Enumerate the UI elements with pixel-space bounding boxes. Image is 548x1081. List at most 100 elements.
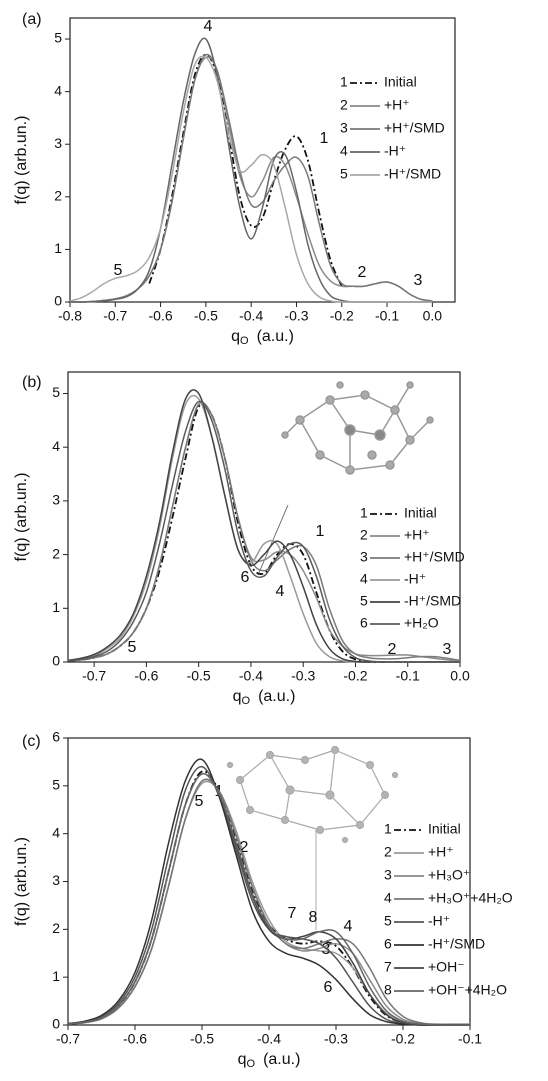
x-tick-label: 0.0 [450, 668, 470, 684]
y-axis-label: f(q) (arb.un.) [13, 837, 30, 926]
legend-number: 3 [384, 867, 392, 883]
legend-label: +H⁺/SMD [384, 120, 445, 136]
legend-number: 5 [384, 913, 392, 929]
x-tick-label: -0.2 [330, 308, 354, 324]
x-tick-label: -0.5 [190, 1031, 214, 1047]
x-axis-label-symbol: q [238, 1051, 247, 1068]
y-tick-label: 1 [52, 968, 60, 984]
curve-label: 3 [414, 272, 423, 289]
x-tick-label: -0.7 [82, 668, 106, 684]
legend-label: +OH⁻ [428, 959, 465, 975]
legend-label: -H⁺/SMD [428, 936, 485, 952]
legend-label: +H⁺ [384, 97, 410, 113]
y-tick-label: 2 [52, 920, 60, 936]
series-line [67, 772, 470, 1026]
curve-label: 2 [388, 641, 397, 658]
legend-label: -H⁺ [384, 143, 406, 159]
x-tick-label: 0.0 [423, 308, 443, 324]
curve-label: 1 [316, 523, 325, 540]
y-tick-label: 3 [54, 135, 62, 151]
x-axis-label-unit: (a.u.) [257, 328, 294, 345]
y-tick-label: 2 [52, 545, 60, 561]
series-line [67, 778, 471, 1026]
legend-label: +H⁺ [428, 844, 454, 860]
legend-label: -H⁺/SMD [404, 593, 461, 609]
legend-number: 6 [360, 615, 368, 631]
plot-frame [67, 371, 461, 663]
legend-label: +H₂O [404, 615, 439, 631]
y-tick-label: 5 [52, 777, 60, 793]
legend-number: 4 [360, 571, 368, 587]
legend-number: 5 [360, 593, 368, 609]
curve-label: 3 [322, 941, 331, 958]
y-tick-label: 0 [52, 653, 60, 669]
series-line [67, 400, 460, 663]
x-axis-label: qO (a.u.) [233, 688, 296, 707]
legend-number: 2 [384, 844, 392, 860]
y-tick-label: 4 [52, 824, 60, 840]
curve-label: 6 [241, 569, 250, 586]
x-tick-label: -0.6 [123, 1031, 147, 1047]
legend-number: 8 [384, 982, 392, 998]
x-axis-label-symbol: q [231, 328, 240, 345]
x-tick-label: -0.4 [239, 308, 263, 324]
x-tick-label: -0.5 [187, 668, 211, 684]
x-tick-label: -0.1 [458, 1031, 482, 1047]
legend-number: 3 [360, 549, 368, 565]
y-tick-label: 5 [52, 384, 60, 400]
y-tick-label: 4 [54, 82, 62, 98]
curve-label: 4 [276, 583, 285, 600]
x-tick-label: -0.2 [391, 1031, 415, 1047]
x-tick-label: -0.3 [324, 1031, 348, 1047]
legend-number: 4 [384, 890, 392, 906]
x-axis-label-subscript: O [242, 695, 251, 707]
x-tick-label: -0.8 [58, 308, 82, 324]
legend-label: Initial [428, 821, 461, 837]
y-tick-label: 2 [54, 188, 62, 204]
plot-frame [69, 17, 456, 303]
curve-label: 5 [114, 262, 123, 279]
curve-label: 5 [195, 793, 204, 810]
series-line [67, 401, 461, 662]
x-tick-label: -0.1 [375, 308, 399, 324]
legend-label: +H₃O⁺+4H₂O [428, 890, 513, 906]
curve-label: 7 [288, 905, 297, 922]
y-tick-label: 0 [52, 1016, 60, 1032]
x-axis-label-symbol: q [233, 688, 242, 705]
x-tick-label: -0.4 [257, 1031, 281, 1047]
x-tick-label: -0.3 [291, 668, 315, 684]
legend-label: +OH⁻+4H₂O [428, 982, 507, 998]
y-tick-label: 1 [52, 599, 60, 615]
series-line [69, 55, 433, 303]
y-axis-label: f(q) (arb.un.) [13, 116, 30, 205]
y-tick-label: 0 [54, 293, 62, 309]
panel-label: (b) [22, 374, 42, 391]
legend-number: 1 [360, 505, 368, 521]
y-tick-label: 5 [54, 30, 62, 46]
curve-label: 4 [204, 18, 213, 35]
legend-number: 3 [340, 120, 348, 136]
legend-label: +H⁺/SMD [404, 549, 465, 565]
x-axis-label: qO (a.u.) [231, 328, 294, 347]
x-tick-label: -0.3 [284, 308, 308, 324]
curve-label: 6 [324, 979, 333, 996]
legend-number: 1 [340, 74, 348, 90]
x-axis-label-unit: (a.u.) [263, 1051, 300, 1068]
molecule-illustration [226, 745, 399, 930]
y-tick-label: 3 [52, 492, 60, 508]
y-tick-label: 1 [54, 240, 62, 256]
legend-number: 2 [340, 97, 348, 113]
series-line [148, 53, 343, 287]
x-tick-label: -0.7 [103, 308, 127, 324]
curve-label: 3 [443, 641, 452, 658]
y-tick-label: 3 [52, 872, 60, 888]
x-tick-label: -0.5 [194, 308, 218, 324]
curve-label: 8 [309, 909, 318, 926]
legend-number: 6 [384, 936, 392, 952]
series-line [69, 53, 433, 303]
x-axis-label-subscript: O [240, 335, 249, 347]
x-tick-label: -0.7 [56, 1031, 80, 1047]
x-axis-label: qO (a.u.) [238, 1051, 301, 1070]
y-tick-label: 6 [52, 729, 60, 745]
x-tick-label: -0.6 [134, 668, 158, 684]
